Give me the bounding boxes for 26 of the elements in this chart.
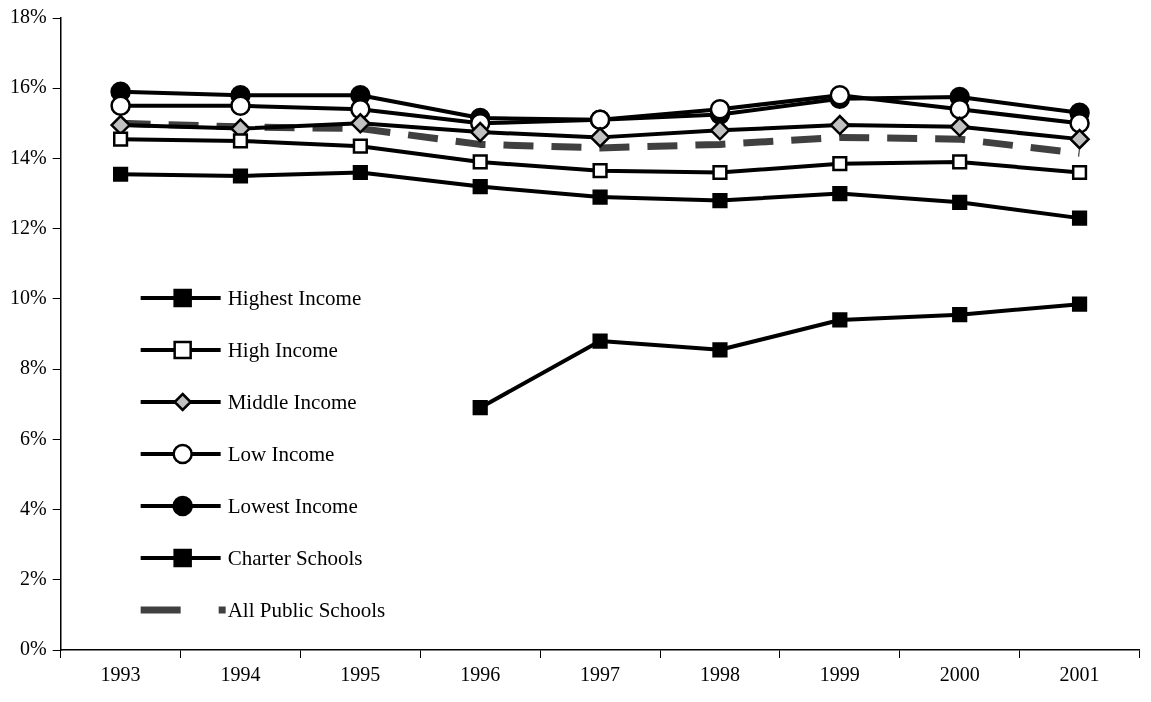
y-tick-label: 6%: [19, 426, 47, 449]
y-tick-label: 4%: [19, 496, 47, 519]
x-tick-label: 1997: [580, 663, 621, 686]
y-tick-label: 8%: [19, 356, 47, 379]
legend-label: Lowest Income: [227, 493, 358, 518]
x-tick-label: 1995: [340, 663, 381, 686]
y-tick-label: 18%: [9, 5, 47, 28]
x-tick-label: 1996: [460, 663, 501, 686]
x-tick-label: 2001: [1059, 663, 1100, 686]
x-tick-label: 1993: [100, 663, 141, 686]
y-tick-label: 10%: [9, 286, 47, 309]
y-tick-label: 0%: [19, 637, 47, 660]
y-tick-label: 16%: [9, 75, 47, 98]
legend-label: All Public Schools: [227, 597, 386, 622]
x-tick-label: 1998: [699, 663, 740, 686]
x-tick-label: 1994: [220, 663, 261, 686]
legend-label: High Income: [227, 337, 338, 362]
y-tick-label: 14%: [9, 145, 47, 168]
y-tick-label: 12%: [9, 215, 47, 238]
legend-label: Low Income: [227, 441, 335, 466]
x-tick-label: 1999: [819, 663, 860, 686]
x-tick-label: 2000: [939, 663, 980, 686]
legend-label: Charter Schools: [227, 545, 363, 570]
y-tick-label: 2%: [19, 567, 47, 590]
legend-label: Middle Income: [227, 389, 357, 414]
legend-label: Highest Income: [227, 285, 362, 310]
